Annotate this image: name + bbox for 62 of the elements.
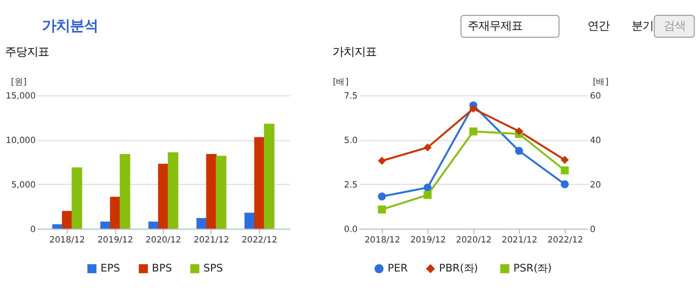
point xyxy=(469,127,478,136)
bar xyxy=(110,196,120,229)
chart-title: 주당지표 xyxy=(5,44,50,58)
y-tick-label: 5,000 xyxy=(11,180,36,191)
legend-label: SPS xyxy=(203,262,224,275)
y2-tick-label: 40 xyxy=(590,136,601,146)
chart-title: 가치지표 xyxy=(332,44,376,58)
x-tick-label: 2018/12 xyxy=(49,236,85,246)
bar xyxy=(52,224,63,229)
point xyxy=(424,184,432,192)
point xyxy=(560,156,569,164)
y-tick-label: 15,000 xyxy=(6,92,36,102)
y-tick-label: 7.5 xyxy=(344,92,358,102)
point xyxy=(515,127,524,136)
legend-label: PBR(좌) xyxy=(439,262,478,275)
x-tick-label: 2019/12 xyxy=(410,236,446,246)
x-tick-label: 2022/12 xyxy=(242,236,278,246)
x-tick-label: 2020/12 xyxy=(456,236,492,246)
bar xyxy=(120,154,130,229)
y-axis-title: [배] xyxy=(332,77,349,88)
y2-axis-title: [배] xyxy=(592,77,609,88)
x-tick-label: 2020/12 xyxy=(146,236,182,246)
bar xyxy=(206,154,217,229)
x-tick-label: 2019/12 xyxy=(97,236,134,246)
x-tick-label: 2021/12 xyxy=(194,236,230,246)
text: 주재무제표 xyxy=(468,18,523,33)
bar xyxy=(264,124,274,229)
y-tick-label: 0.0 xyxy=(344,225,358,236)
bar xyxy=(158,164,169,229)
point xyxy=(378,206,386,214)
bar xyxy=(254,137,265,229)
y-axis-title: [원] xyxy=(10,77,27,88)
point xyxy=(378,192,386,200)
y2-tick-label: 0 xyxy=(590,225,596,236)
bar xyxy=(72,167,82,229)
text: 가치분석 xyxy=(42,18,98,35)
y-tick-label: 2.5 xyxy=(344,180,358,191)
y2-tick-label: 60 xyxy=(590,92,601,102)
x-tick-label: 2022/12 xyxy=(547,236,584,246)
point xyxy=(469,104,478,113)
legend-label: PER xyxy=(388,262,408,275)
point xyxy=(515,146,524,155)
legend-label: BPS xyxy=(152,262,172,275)
y-tick-label: 0 xyxy=(30,225,36,236)
x-tick-label: 2018/12 xyxy=(364,236,400,246)
y-tick-label: 10,000 xyxy=(6,136,36,146)
bar xyxy=(168,152,178,229)
y-tick-label: 5.0 xyxy=(344,136,358,146)
text: 검색 xyxy=(663,18,686,33)
text: 분기 xyxy=(631,18,654,33)
bar xyxy=(244,212,255,229)
point xyxy=(424,190,432,199)
y2-tick-label: 20 xyxy=(590,180,601,191)
x-tick-label: 2021/12 xyxy=(502,236,538,246)
text: 연간 xyxy=(588,18,610,33)
point xyxy=(560,180,569,188)
point xyxy=(378,156,386,165)
point xyxy=(560,166,569,174)
legend-label: PSR(좌) xyxy=(513,262,552,275)
legend-label: EPS xyxy=(100,262,120,275)
bar xyxy=(216,156,226,229)
point xyxy=(424,143,432,152)
